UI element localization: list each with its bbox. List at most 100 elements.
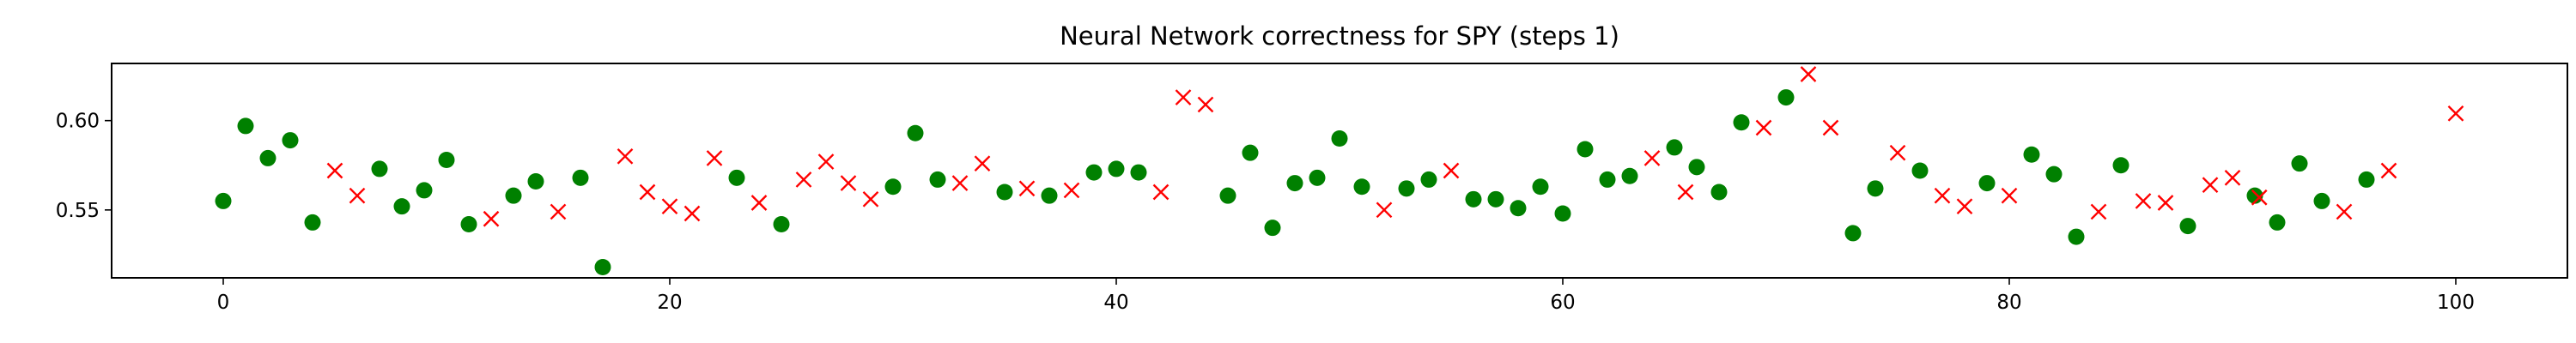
data-point-circle (282, 132, 299, 149)
data-marks-group (215, 66, 2464, 275)
data-point-circle (2269, 214, 2286, 231)
data-point-circle (393, 198, 410, 215)
data-point-circle (1398, 180, 1415, 197)
data-point-circle (1844, 225, 1862, 242)
data-point-x (1755, 119, 1772, 136)
data-point-x (1677, 184, 1694, 201)
data-point-circle (1911, 162, 1929, 179)
data-point-circle (1130, 164, 1147, 181)
data-point-x (862, 190, 879, 208)
data-point-x (1376, 202, 1393, 219)
data-point-x (2336, 203, 2353, 220)
data-point-circle (1309, 169, 1326, 186)
data-point-x (639, 184, 656, 201)
data-point-circle (1465, 190, 1482, 208)
data-point-circle (884, 178, 902, 196)
data-point-x (706, 150, 723, 166)
x-tick-label: 60 (1550, 292, 1575, 314)
data-point-circle (1286, 175, 1303, 192)
data-point-circle (1599, 171, 1616, 188)
data-point-circle (1420, 171, 1437, 188)
data-point-circle (2112, 157, 2129, 174)
data-point-circle (996, 184, 1013, 201)
data-point-circle (2045, 165, 2063, 183)
data-point-x (951, 175, 969, 191)
data-point-circle (505, 187, 522, 204)
data-point-circle (2358, 171, 2375, 188)
data-point-circle (1041, 187, 1058, 204)
data-point-x (617, 147, 634, 165)
data-point-x (661, 198, 678, 215)
data-point-circle (907, 124, 924, 141)
data-point-circle (728, 169, 745, 186)
data-point-circle (416, 182, 433, 199)
data-point-circle (2068, 228, 2085, 245)
data-point-x (1018, 180, 1036, 197)
data-point-circle (1219, 187, 1236, 204)
data-point-x (326, 162, 343, 179)
data-point-x (1956, 198, 1973, 215)
data-point-circle (1777, 89, 1795, 106)
data-point-circle (304, 214, 321, 231)
data-point-circle (1867, 180, 1884, 197)
data-point-x (1063, 182, 1080, 199)
data-point-x (2447, 105, 2464, 122)
data-point-x (2001, 187, 2018, 204)
data-point-x (349, 187, 366, 204)
data-point-circle (259, 149, 276, 166)
data-point-x (1197, 96, 1214, 113)
data-point-x (2157, 195, 2174, 211)
data-point-x (1443, 162, 1460, 179)
data-point-circle (460, 216, 477, 232)
data-point-x (1152, 184, 1170, 201)
data-point-x (2251, 189, 2268, 206)
data-point-circle (2023, 146, 2040, 163)
data-point-x (795, 172, 812, 188)
data-point-x (683, 205, 701, 222)
x-tick-label: 20 (657, 292, 682, 314)
data-point-circle (1621, 167, 1638, 184)
data-point-circle (1532, 178, 1549, 196)
data-point-x (1175, 89, 1192, 105)
data-point-circle (1331, 130, 1348, 147)
x-tick-label: 100 (2437, 292, 2475, 314)
data-point-circle (1733, 114, 1750, 131)
data-point-circle (594, 259, 611, 275)
data-point-circle (438, 152, 455, 168)
data-point-circle (572, 169, 589, 186)
data-point-circle (1242, 144, 1259, 161)
data-point-x (1643, 150, 1661, 166)
data-point-circle (1085, 164, 1103, 181)
data-point-circle (2179, 218, 2196, 235)
data-point-circle (1108, 160, 1125, 178)
data-point-x (750, 195, 768, 211)
data-point-circle (1264, 220, 1281, 237)
data-point-x (1800, 66, 1817, 82)
data-point-circle (1554, 205, 1571, 222)
data-point-circle (215, 192, 232, 209)
data-point-x (2090, 203, 2107, 220)
x-tick-label: 80 (1996, 292, 2021, 314)
data-point-circle (371, 160, 388, 178)
chart-title: Neural Network correctness for SPY (step… (1060, 21, 1619, 51)
data-point-x (1889, 144, 1906, 161)
data-point-circle (2291, 155, 2308, 172)
y-tick-label: 0.55 (56, 200, 100, 222)
data-point-circle (2313, 192, 2330, 209)
y-tick-label: 0.60 (56, 111, 100, 133)
data-point-x (817, 153, 835, 170)
data-point-circle (527, 173, 544, 190)
data-point-x (2224, 169, 2241, 186)
x-tick-label: 40 (1103, 292, 1128, 314)
data-point-circle (1688, 159, 1705, 176)
data-point-x (2202, 177, 2219, 194)
data-point-circle (929, 171, 946, 188)
data-point-x (550, 203, 567, 220)
plot-area-frame (111, 63, 2568, 279)
data-point-circle (1577, 141, 1594, 158)
data-point-x (483, 210, 500, 227)
data-point-circle (1353, 178, 1370, 196)
data-point-x (1934, 187, 1951, 204)
data-point-circle (1666, 139, 1683, 156)
